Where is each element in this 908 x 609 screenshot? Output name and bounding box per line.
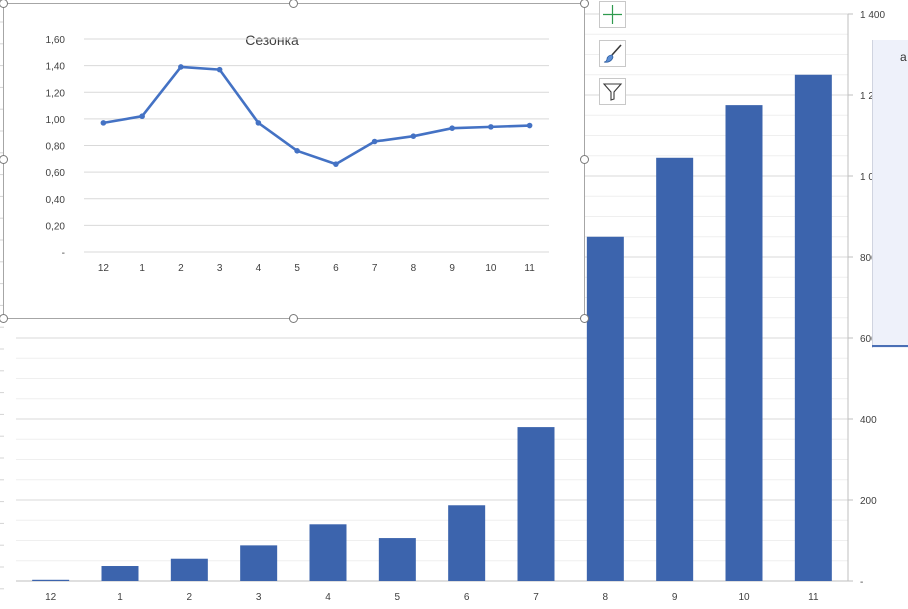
x-tick-label: 3 bbox=[256, 592, 262, 603]
plus-icon bbox=[603, 5, 622, 24]
y-tick-label: 1,20 bbox=[46, 88, 66, 99]
resize-handle-middle-left[interactable] bbox=[0, 155, 8, 164]
y-tick-label: 1 400 bbox=[860, 10, 885, 21]
chart-styles-button[interactable] bbox=[599, 40, 626, 67]
y-tick-label: 0,20 bbox=[46, 221, 66, 232]
resize-handle-top-middle[interactable] bbox=[289, 0, 298, 8]
chart-filters-button[interactable] bbox=[599, 78, 626, 105]
x-tick-label: 2 bbox=[187, 592, 193, 603]
bar[interactable] bbox=[240, 545, 278, 581]
resize-handle-top-right[interactable] bbox=[580, 0, 589, 8]
x-tick-label: 8 bbox=[603, 592, 609, 603]
bar[interactable] bbox=[794, 74, 832, 581]
side-panel-accent bbox=[872, 345, 908, 347]
x-tick-label: 11 bbox=[808, 592, 819, 603]
x-tick-label: 8 bbox=[411, 263, 417, 274]
x-tick-label: 4 bbox=[325, 592, 331, 603]
resize-handle-top-left[interactable] bbox=[0, 0, 8, 8]
bar[interactable] bbox=[725, 105, 763, 581]
data-point[interactable] bbox=[178, 64, 184, 70]
x-tick-label: 7 bbox=[533, 592, 539, 603]
data-point[interactable] bbox=[139, 113, 145, 120]
bar[interactable] bbox=[378, 538, 416, 581]
x-tick-label: 4 bbox=[256, 263, 262, 274]
line-chart-plot: Сезонка - 0,20 0,40 0,60 0,80 1,00 1,20 1,40 1,60… bbox=[46, 32, 549, 274]
data-point[interactable] bbox=[488, 124, 494, 130]
x-tick-label: 1 bbox=[117, 592, 123, 603]
x-tick-label: 9 bbox=[449, 263, 455, 274]
data-point[interactable] bbox=[449, 125, 455, 131]
y-tick-label: 600 bbox=[860, 334, 877, 345]
data-point[interactable] bbox=[410, 133, 417, 139]
x-tick-label: 11 bbox=[524, 263, 535, 274]
side-panel-text: a bbox=[900, 50, 907, 64]
data-point[interactable] bbox=[294, 148, 300, 154]
data-point[interactable] bbox=[333, 161, 339, 167]
resize-handle-bottom-middle[interactable] bbox=[289, 314, 298, 323]
line-chart[interactable]: Сезонка - 0,20 0,40 0,60 0,80 1,00 1,20 1,40 1,60… bbox=[3, 3, 585, 319]
y-tick-label: 1,00 bbox=[46, 115, 66, 126]
bar[interactable] bbox=[448, 505, 486, 581]
bar[interactable] bbox=[32, 579, 70, 581]
bar[interactable] bbox=[101, 566, 139, 581]
filter-icon bbox=[602, 83, 623, 101]
y-tick-label: 800 bbox=[860, 253, 877, 264]
x-tick-label: 6 bbox=[464, 592, 470, 603]
y-tick-label: 400 bbox=[860, 415, 877, 426]
x-tick-label: 10 bbox=[485, 263, 497, 274]
series-line[interactable] bbox=[103, 65, 530, 166]
y-tick-label: 0,80 bbox=[46, 142, 66, 153]
data-point[interactable] bbox=[371, 138, 378, 145]
bar[interactable] bbox=[170, 558, 208, 581]
x-tick-label: 12 bbox=[45, 592, 57, 603]
resize-handle-middle-right[interactable] bbox=[580, 155, 589, 164]
chart-title: Сезонка bbox=[245, 32, 299, 48]
paintbrush-icon bbox=[603, 44, 622, 63]
bar[interactable] bbox=[656, 157, 694, 581]
x-tick-label: 7 bbox=[372, 263, 378, 274]
data-point[interactable] bbox=[255, 120, 262, 126]
side-panel[interactable] bbox=[872, 40, 908, 348]
x-tick-label: 5 bbox=[395, 592, 401, 603]
x-tick-label: 10 bbox=[738, 592, 750, 603]
x-tick-label: 3 bbox=[217, 263, 223, 274]
data-point[interactable] bbox=[100, 120, 107, 126]
resize-handle-bottom-right[interactable] bbox=[580, 314, 589, 323]
x-tick-label: 5 bbox=[294, 263, 300, 274]
y-tick-label: 0,60 bbox=[46, 168, 66, 179]
data-point[interactable] bbox=[216, 66, 223, 73]
bar[interactable] bbox=[309, 524, 347, 581]
x-tick-label: 6 bbox=[333, 263, 339, 274]
y-tick-label: 200 bbox=[860, 496, 877, 507]
x-tick-label: 2 bbox=[178, 263, 184, 274]
y-tick-label: - bbox=[62, 248, 65, 259]
resize-handle-bottom-left[interactable] bbox=[0, 314, 8, 323]
x-tick-label: 1 bbox=[139, 263, 145, 274]
x-tick-label: 12 bbox=[98, 263, 110, 274]
y-tick-label: 0,40 bbox=[46, 195, 66, 206]
bar[interactable] bbox=[586, 236, 624, 581]
y-tick-label: - bbox=[860, 577, 863, 588]
x-tick-label: 9 bbox=[672, 592, 678, 603]
bar[interactable] bbox=[517, 427, 555, 581]
data-point[interactable] bbox=[526, 122, 533, 129]
chart-elements-button[interactable] bbox=[599, 1, 626, 28]
y-tick-label: 1,60 bbox=[46, 35, 66, 46]
y-tick-label: 1,40 bbox=[46, 62, 66, 73]
